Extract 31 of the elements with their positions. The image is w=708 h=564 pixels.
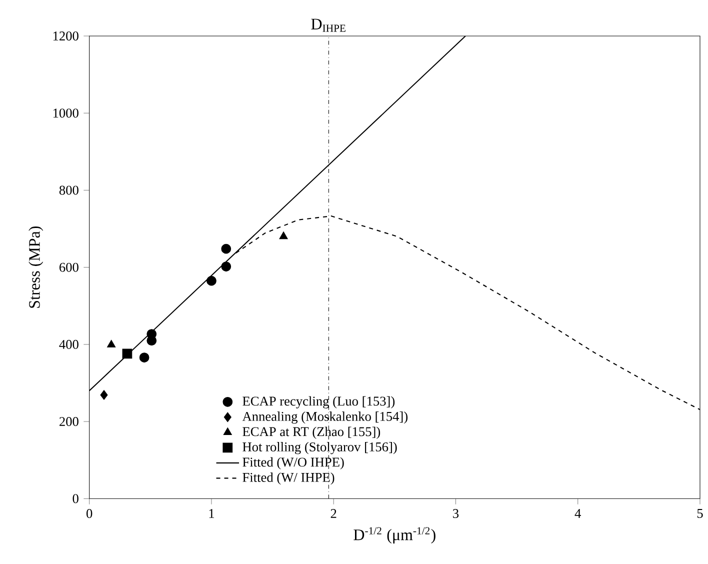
x-tick-label: 4 [574,509,581,518]
y-tick-label: 1000 [53,108,78,118]
x-tick-label: 0 [86,509,92,518]
legend-label: Fitted (W/ IHPE) [242,472,334,485]
x-tick-label: 5 [697,509,703,518]
legend-label: Fitted (W/O IHPE) [242,457,344,470]
legend-label: ECAP at RT (Zhao [155]) [242,426,380,439]
y-tick-label: 600 [60,262,78,272]
x-tick-label: 1 [209,509,214,518]
point [221,244,232,254]
point [100,390,108,400]
y-tick-label: 200 [60,417,78,426]
ref-line-label: D$_{IHPE}$ [311,18,346,32]
y-tick-label: 0 [72,494,78,504]
point [206,276,216,286]
point [221,262,232,272]
x-tick-label: 2 [330,509,336,518]
y-axis-title: Stress (MPa) [28,226,44,308]
legend-label: ECAP recycling (Luo [153]) [242,396,395,408]
legend-label: Hot rolling (Stolyarov [156]) [242,442,397,454]
y-tick-label: 800 [59,186,78,195]
y-tick-label: 400 [59,340,78,349]
x-axis-title: D$^{-1/2}$ (μm$^{-1/2}$) [354,527,436,544]
point [107,340,116,348]
point [146,336,157,346]
point [139,352,150,362]
point [122,348,132,359]
x-tick-label: 3 [453,509,459,518]
y-tick-label: 1200 [53,31,78,40]
legend-label: Annealing (Moskalenko [154]) [242,412,408,424]
point [279,232,288,240]
